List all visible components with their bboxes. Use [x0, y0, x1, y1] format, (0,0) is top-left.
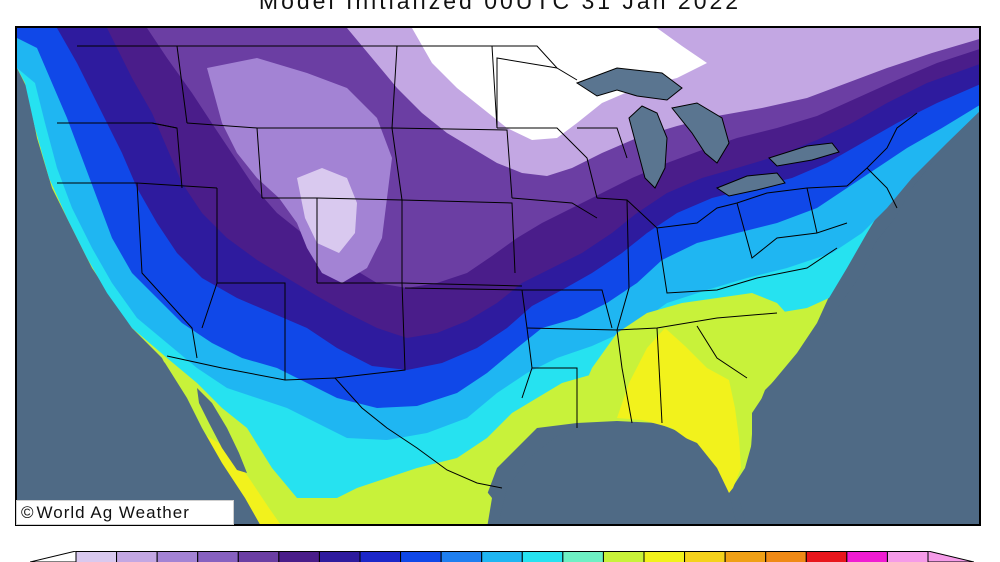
colorbar-swatch	[886, 551, 929, 562]
great-lakes	[575, 67, 840, 197]
colorbar-swatch	[156, 551, 199, 562]
colorbar-swatch	[521, 551, 564, 562]
colorbar-swatch	[278, 551, 320, 562]
colorbar-right-arrow	[927, 551, 974, 562]
zone-snow-white	[412, 28, 707, 140]
colorbar-swatch	[400, 551, 442, 562]
colorbar-swatch	[602, 551, 645, 562]
colorbar-swatch	[440, 551, 483, 562]
colorbar-swatch	[805, 551, 848, 562]
colorbar-swatch	[643, 551, 686, 562]
zone-yellow-mexico	[202, 433, 281, 524]
map-title: Model Initialized 00UTC 31 Jan 2022	[258, 0, 742, 14]
zone-lime-texas	[358, 468, 492, 524]
watermark-text: World Ag Weather	[36, 502, 190, 522]
colorbar-left-arrow	[30, 551, 77, 562]
copyright-icon: ©	[21, 502, 35, 522]
gulf-of-california	[197, 388, 247, 473]
color-scale-bar	[30, 551, 974, 562]
colorbar-swatch	[318, 551, 361, 562]
colorbar-swatch	[359, 551, 402, 562]
colorbar-swatch	[562, 551, 604, 562]
zone-yellow	[617, 328, 741, 498]
zone-lavender-light	[297, 168, 357, 253]
colorbar-swatch	[75, 551, 118, 562]
colorbar-swatch	[846, 551, 888, 562]
gulf-of-mexico	[498, 425, 737, 524]
colorbar-swatch	[116, 551, 158, 562]
map-canvas	[17, 28, 979, 524]
state-borders	[57, 45, 918, 489]
colorbar-swatch	[684, 551, 726, 562]
atlantic-ocean	[737, 116, 979, 524]
colorbar-swatch	[724, 551, 767, 562]
colorbar-swatch	[481, 551, 523, 562]
watermark-badge: © World Ag Weather	[16, 500, 234, 525]
pacific-ocean	[17, 73, 260, 524]
colorbar-swatch	[237, 551, 280, 562]
temperature-map	[15, 26, 981, 526]
colorbar-swatch	[197, 551, 239, 562]
colorbar-swatch	[765, 551, 807, 562]
